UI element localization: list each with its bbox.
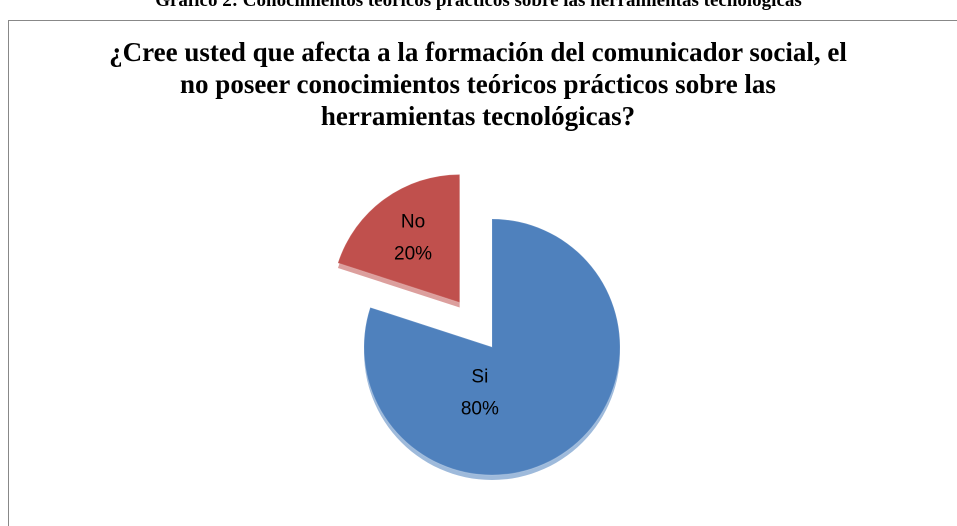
slice xyxy=(337,174,461,304)
slice-label: No xyxy=(401,211,425,232)
slice-value-label: 20% xyxy=(394,243,432,264)
slice xyxy=(363,218,621,476)
slice-value-label: 80% xyxy=(461,399,499,420)
figure-caption: Gráfico 2: Conocimientos teóricos prácti… xyxy=(155,0,802,11)
chart-frame xyxy=(8,20,957,526)
slice-label: Si xyxy=(471,367,488,388)
chart-title: ¿Cree usted que afecta a la formación de… xyxy=(109,37,847,131)
